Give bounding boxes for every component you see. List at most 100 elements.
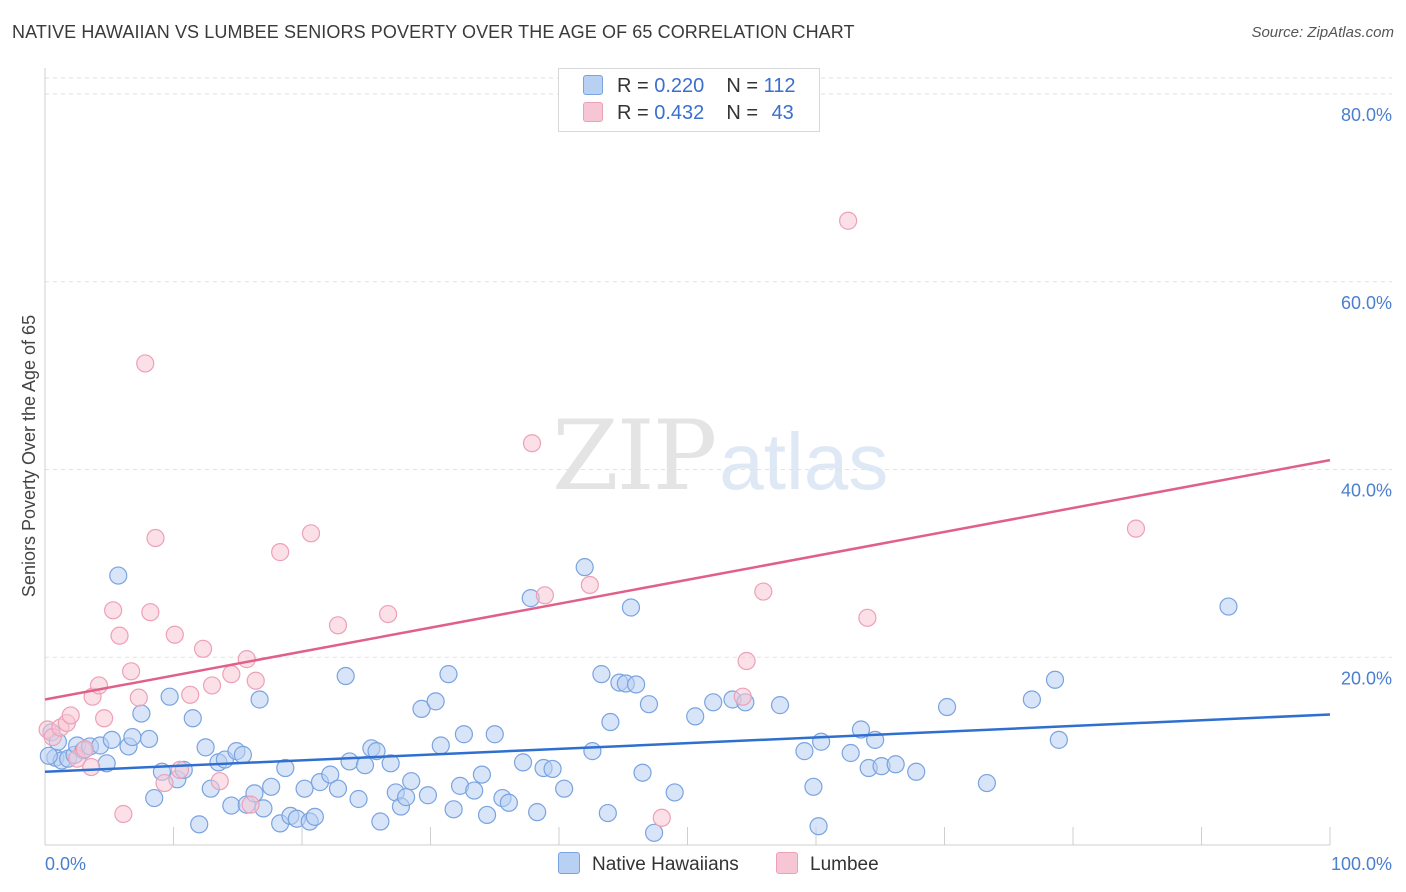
native-hawaiians-point [340, 752, 359, 771]
native-hawaiians-point [276, 758, 295, 778]
legend-label: Native Hawaiians [592, 854, 739, 875]
native-hawaiians-point [937, 697, 957, 717]
native-hawaiians-point [102, 730, 121, 749]
lumbee-point [652, 808, 671, 827]
native-hawaiians-point [977, 773, 997, 793]
native-hawaiians-point [139, 729, 159, 749]
lumbee-point [82, 757, 101, 777]
watermark: ZIPatlas [552, 400, 888, 512]
native-hawaiians-point [472, 765, 491, 784]
legend-n-value: 112 [763, 75, 796, 97]
lumbee-point [246, 671, 265, 690]
native-hawaiians-point [665, 783, 684, 802]
native-hawaiians-point [355, 756, 375, 775]
legend-swatch-blue [583, 75, 603, 95]
native-hawaiians-point [371, 812, 390, 831]
y-tick-label: 80.0% [1341, 105, 1392, 125]
grid-lines [45, 77, 1392, 658]
native-hawaiians-point [795, 742, 814, 761]
native-hawaiians-point [644, 823, 664, 842]
axes [44, 68, 1331, 846]
native-hawaiians-point [132, 704, 151, 723]
legend-swatch-blue [558, 852, 580, 874]
lumbee-point [95, 709, 114, 728]
lumbee-point [155, 773, 174, 793]
native-hawaiians-point [222, 796, 241, 815]
native-hawaiians-point [621, 598, 641, 617]
native-hawaiians-point [431, 736, 450, 755]
lumbee-point [165, 625, 184, 644]
lumbee-point [61, 706, 80, 725]
native-hawaiians-point [183, 709, 202, 728]
native-hawaiians-point [321, 765, 340, 784]
native-hawaiians-points [39, 558, 1238, 842]
native-hawaiians-point [454, 725, 474, 744]
lumbee-point [110, 626, 129, 645]
lumbee-point [222, 665, 241, 684]
native-hawaiians-point [592, 665, 611, 684]
native-hawaiians-point [1219, 597, 1238, 616]
lumbee-point [301, 524, 321, 543]
native-hawaiians-point [686, 707, 705, 726]
native-hawaiians-point [160, 687, 179, 706]
chart-title: NATIVE HAWAIIAN VS LUMBEE SENIORS POVERT… [12, 22, 855, 42]
native-hawaiians-point [109, 566, 128, 585]
legend-item-lumbee: Lumbee [776, 852, 879, 876]
native-hawaiians-point [851, 720, 871, 739]
lumbee-point [181, 685, 200, 704]
lumbee-point [839, 211, 858, 230]
lumbee-point [146, 528, 165, 548]
native-hawaiians-point [250, 690, 269, 709]
native-hawaiians-point [598, 803, 617, 823]
native-hawaiians-point [886, 755, 905, 774]
trend-lines [44, 458, 1331, 774]
native-hawaiians-point [543, 759, 562, 779]
lumbee-point [210, 772, 229, 791]
y-tick-label: 20.0% [1341, 668, 1392, 688]
lumbee-point [193, 639, 213, 658]
native-hawaiians-point [465, 781, 484, 800]
native-hawaiians-point [804, 777, 823, 796]
native-hawaiians-point [499, 793, 518, 812]
lumbee-point [858, 608, 877, 627]
native-hawaiians-point [626, 675, 646, 694]
native-hawaiians-point [439, 665, 458, 684]
lumbee-point [202, 676, 222, 695]
legend-row-native-hawaiians: R = 0.220 N = 112 [583, 75, 795, 99]
native-hawaiians-point [336, 666, 355, 686]
native-hawaiians-point [367, 742, 386, 761]
lumbee-point [737, 651, 756, 671]
native-hawaiians-point [426, 692, 445, 711]
lumbee-point [75, 740, 94, 759]
lumbee-point [136, 354, 155, 373]
native-hawaiians-point [39, 746, 58, 765]
native-hawaiians-point [1045, 670, 1065, 689]
legend-swatch-pink [776, 852, 798, 874]
legend-n-value: 43 [771, 102, 794, 124]
native-hawaiians-point [770, 696, 790, 715]
x-tick-label: 100.0% [1331, 854, 1392, 874]
native-hawaiians-point [485, 725, 504, 744]
native-hawaiians-point [381, 754, 400, 773]
lumbee-trend-line [44, 458, 1331, 701]
lumbee-point [170, 760, 190, 780]
native-hawaiians-point [907, 762, 926, 781]
lumbee-point [328, 616, 348, 635]
y-tick-label: 40.0% [1341, 481, 1392, 501]
native-hawaiians-point [704, 693, 723, 712]
lumbee-point [237, 650, 256, 669]
legend-n-label: N = [726, 102, 758, 124]
native-hawaiians-point [528, 803, 547, 822]
native-hawaiians-point [583, 742, 602, 761]
source-credit: Source: ZipAtlas.com [1251, 24, 1394, 41]
lumbee-point [754, 582, 773, 601]
native-hawaiians-point [295, 779, 314, 798]
native-hawaiians-point [305, 807, 324, 826]
native-hawaiians-point [633, 763, 652, 782]
legend-r-value: 0.220 [654, 75, 705, 97]
lumbee-point [271, 543, 290, 562]
legend-swatch-pink [583, 102, 603, 122]
legend-r-label: R = [617, 102, 649, 124]
native-hawaiians-point [123, 727, 142, 747]
